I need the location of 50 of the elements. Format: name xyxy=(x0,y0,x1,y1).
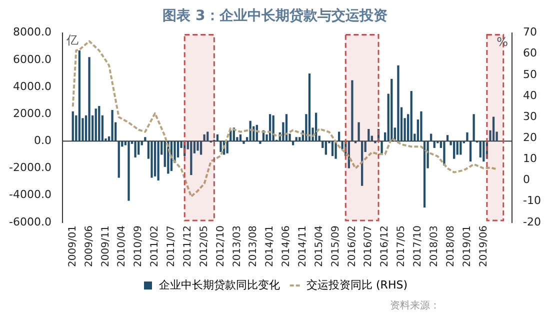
x-tick-label: 2018/03 xyxy=(428,225,440,268)
x-tick-label: 2015/09 xyxy=(330,225,342,268)
x-tick-label: 2012/10 xyxy=(215,225,226,268)
x-tick-label: 2013/03 xyxy=(232,225,243,268)
x-tick-label: 2014/11 xyxy=(298,225,309,268)
legend-label: 企业中长期贷款同比变化 xyxy=(159,278,280,292)
y-tick-label: -2000.0 xyxy=(8,161,52,174)
y2-tick-label: 70 xyxy=(523,26,538,39)
y2-tick-label: -20 xyxy=(523,215,541,228)
x-tick-label: 2015/04 xyxy=(314,225,325,268)
x-tick-label: 2017/05 xyxy=(396,225,408,268)
y-tick-label: 2000.0 xyxy=(12,106,52,120)
annotation: % xyxy=(496,34,508,49)
x-tick-label: 2012/05 xyxy=(198,225,210,268)
annotation: 亿 xyxy=(65,32,78,47)
y2-tick-label: 60 xyxy=(523,46,538,60)
y2-tick-label: 0 xyxy=(523,173,530,186)
x-tick-label: 2009/01 xyxy=(67,225,78,268)
y2-tick-label: 50 xyxy=(523,68,538,81)
x-tick-label: 2009/06 xyxy=(84,225,95,268)
y-tick-label: 6000.0 xyxy=(12,52,52,66)
x-tick-label: 2016/12 xyxy=(380,225,391,268)
y-tick-label: 4000.0 xyxy=(12,80,52,93)
chart-title: 图表 3：企业中长期贷款与交运投资 xyxy=(162,7,388,24)
x-tick-label: 2017/10 xyxy=(412,225,424,268)
x-tick-label: 2009/11 xyxy=(100,225,112,268)
x-tick-label: 2011/12 xyxy=(182,225,194,268)
y-tick-label: -6000.0 xyxy=(8,215,52,228)
x-tick-label: 2016/07 xyxy=(363,225,374,268)
y-tick-label: 8000.0 xyxy=(12,26,52,39)
x-tick-label: 2011/02 xyxy=(150,225,161,268)
x-tick-label: 2019/06 xyxy=(478,225,490,268)
x-tick-label: 2014/01 xyxy=(264,225,276,268)
x-tick-label: 2014/06 xyxy=(281,225,292,268)
x-tick-label: 2018/08 xyxy=(445,225,456,268)
x-tick-label: 2010/04 xyxy=(116,225,128,268)
y2-tick-label: 20 xyxy=(523,131,538,144)
y-tick-label: -4000.0 xyxy=(8,188,52,202)
y2-tick-label: 30 xyxy=(523,110,538,123)
legend-label: 交运投资同比 (RHS) xyxy=(306,278,408,292)
x-tick-label: 2016/02 xyxy=(346,225,358,268)
x-tick-label: 2010/09 xyxy=(133,225,144,268)
x-tick-label: 2011/07 xyxy=(166,225,178,268)
y2-tick-label: -10 xyxy=(523,194,541,208)
y-tick-label: 0.0 xyxy=(34,134,52,148)
x-tick-label: 2019/01 xyxy=(462,225,473,268)
x-tick-label: 2013/08 xyxy=(248,225,260,268)
y2-tick-label: 40 xyxy=(523,88,538,102)
text: 资料来源： xyxy=(390,300,440,312)
y2-tick-label: 10 xyxy=(523,152,538,166)
